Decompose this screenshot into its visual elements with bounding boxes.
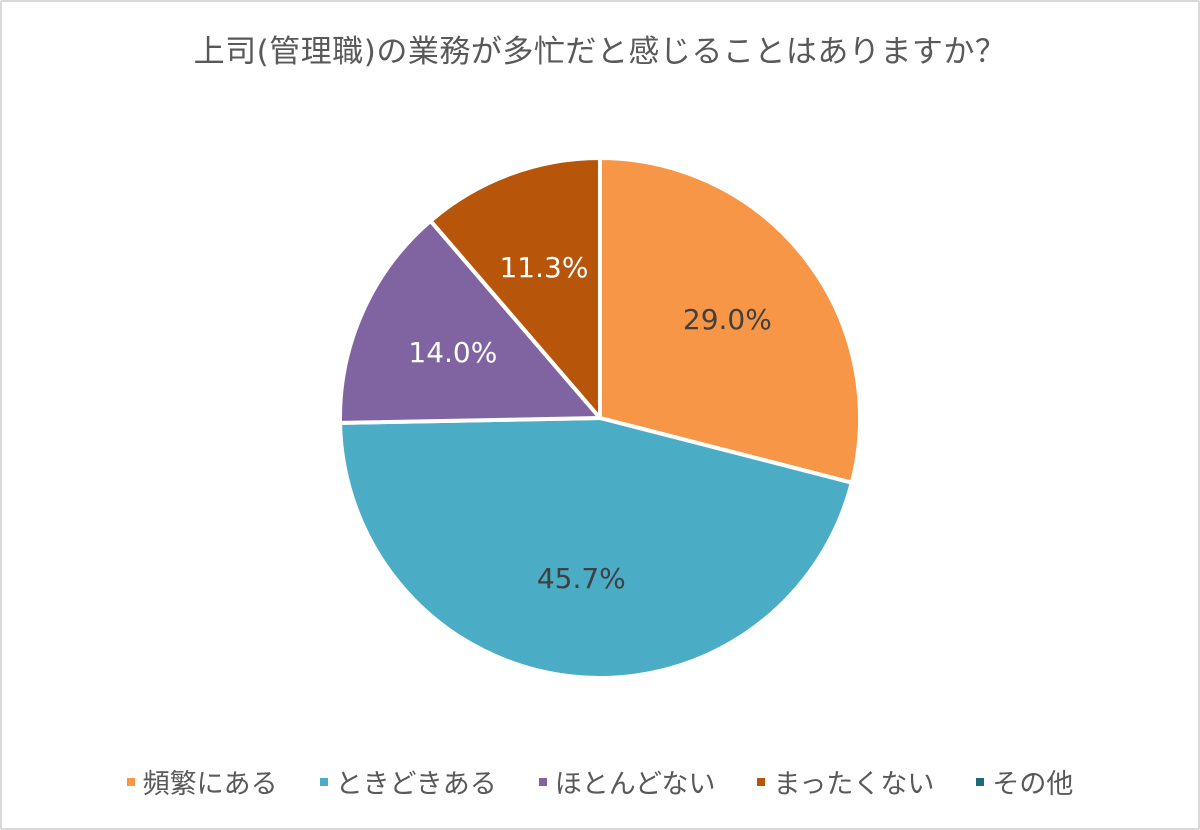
chart-legend: 頻繁にある ときどきある ほとんどない まったくない その他 — [0, 762, 1200, 801]
legend-swatch-icon — [538, 777, 547, 786]
chart-title: 上司(管理職)の業務が多忙だと感じることはありますか？ — [193, 34, 1007, 70]
legend-item-never: まったくない — [757, 762, 934, 801]
legend-item-frequent: 頻繁にある — [126, 762, 278, 801]
legend-label: まったくない — [773, 769, 935, 800]
data-label-frequent: 29.0% — [683, 303, 772, 336]
legend-label: ほとんどない — [554, 769, 716, 800]
pie-slice-frequent — [598, 156, 862, 485]
pie-slice-sometimes — [338, 416, 854, 680]
pie-data-labels: 29.0% 45.7% 14.0% 11.3% — [408, 251, 771, 595]
pie-slice-never — [428, 156, 602, 420]
legend-swatch-icon — [319, 777, 328, 786]
pie-slice-rarely — [338, 218, 602, 425]
pie-slices — [338, 156, 862, 680]
legend-label: 頻繁にある — [142, 769, 278, 800]
legend-label: ときどきある — [335, 769, 497, 800]
legend-item-sometimes: ときどきある — [319, 762, 497, 801]
data-label-sometimes: 45.7% — [537, 562, 626, 595]
legend-swatch-icon — [757, 777, 766, 786]
data-label-never: 11.3% — [499, 251, 588, 284]
legend-item-rarely: ほとんどない — [538, 762, 716, 801]
legend-swatch-icon — [126, 777, 135, 786]
legend-label: その他 — [992, 769, 1074, 800]
data-label-rarely: 14.0% — [408, 336, 497, 369]
legend-swatch-icon — [976, 777, 985, 786]
legend-item-other: その他 — [976, 762, 1073, 801]
